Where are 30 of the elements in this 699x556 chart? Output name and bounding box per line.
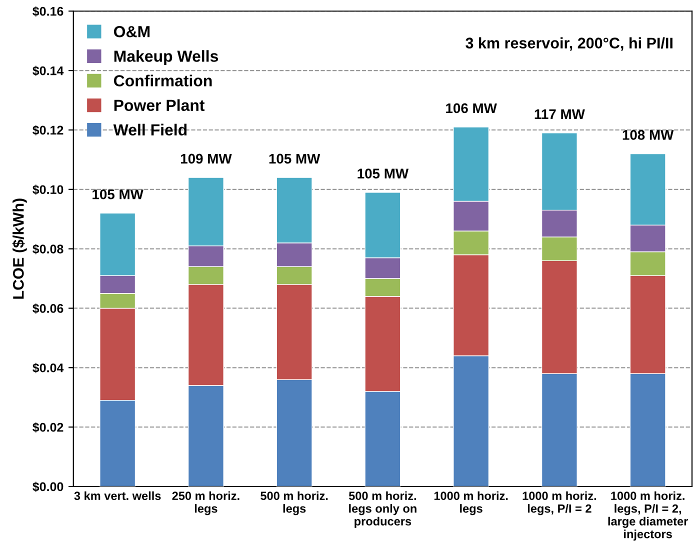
legend-label: Makeup Wells: [114, 50, 218, 66]
y-tick-label: $0.16: [32, 6, 64, 17]
y-axis-title: LCOE ($/kWh): [12, 198, 27, 299]
x-tick-label: 1000 m horiz. legs: [434, 491, 508, 516]
annotation: 117 MW: [534, 109, 585, 119]
y-tick-label: $0.02: [32, 422, 64, 433]
x-tick-label: 500 m horiz. legs only on producers: [348, 491, 416, 528]
x-tick-label: 500 m horiz. legs: [260, 491, 328, 516]
x-tick-label: 3 km vert. wells: [74, 491, 161, 500]
annotation: 105 MW: [92, 189, 144, 200]
annotation: 105 MW: [269, 154, 320, 164]
annotation: 109 MW: [180, 154, 232, 164]
text: 3 km reservoir, 200°C, hi PI/II: [466, 37, 672, 51]
annotation: 108 MW: [622, 130, 674, 140]
annotation: 105 MW: [358, 168, 409, 178]
y-tick-label: $0.04: [32, 362, 64, 374]
y-tick-label: $0.10: [32, 184, 64, 195]
y-tick-label: $0.08: [32, 244, 64, 254]
y-tick-label: $0.06: [32, 303, 64, 314]
legend-label: Power Plant: [114, 99, 205, 111]
x-tick-label: 1000 m horiz. legs, P/I = 2: [522, 491, 596, 516]
y-tick-label: $0.00: [32, 482, 64, 492]
x-tick-label: 250 m horiz. legs: [172, 491, 240, 516]
legend-label: Well Field: [113, 124, 187, 136]
y-tick-label: $0.12: [32, 125, 64, 136]
x-tick-label: 1000 m horiz. legs, P/I = 2, large diameter injectors: [608, 491, 688, 541]
legend-label: Confirmation: [114, 74, 212, 86]
y-tick-label: $0.14: [32, 66, 64, 76]
annotation: 106 MW: [446, 103, 497, 114]
legend-label: O&M: [114, 26, 150, 38]
